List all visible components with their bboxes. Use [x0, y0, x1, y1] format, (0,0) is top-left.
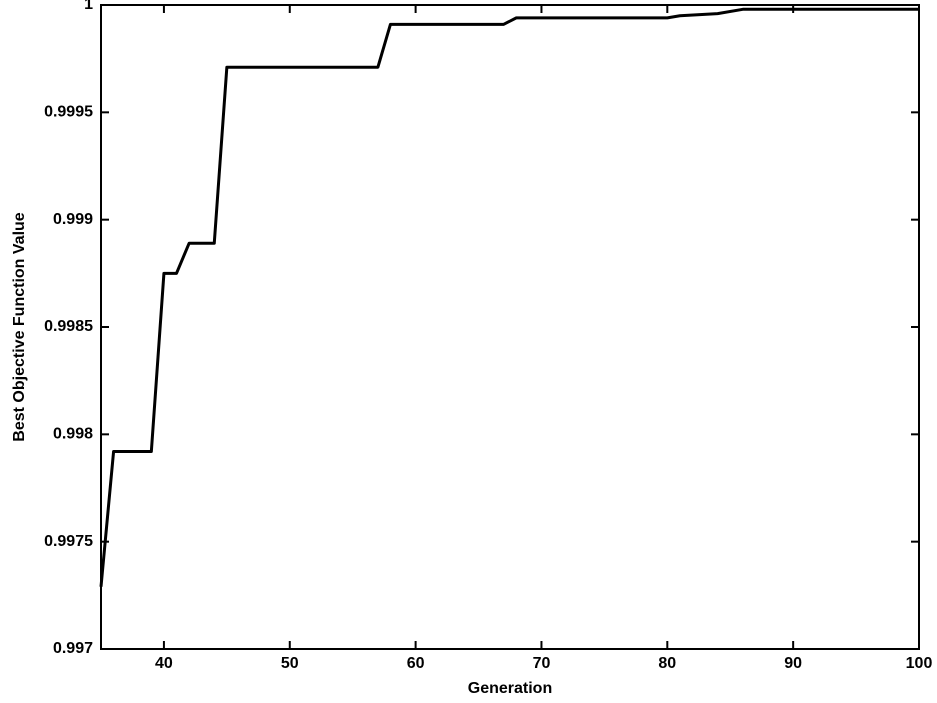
x-tick-label: 90 — [784, 655, 802, 672]
x-tick-label: 50 — [281, 655, 299, 672]
x-tick-label: 100 — [906, 655, 933, 672]
y-tick-label: 0.9975 — [44, 533, 93, 550]
y-tick-label: 0.9995 — [44, 104, 93, 121]
y-tick-label: 0.997 — [53, 640, 93, 657]
x-tick-label: 80 — [658, 655, 676, 672]
y-tick-label: 0.999 — [53, 211, 93, 228]
y-axis-label: Best Objective Function Value — [11, 212, 28, 441]
y-tick-label: 0.9985 — [44, 318, 93, 335]
x-tick-label: 40 — [155, 655, 173, 672]
x-tick-label: 60 — [407, 655, 425, 672]
data-line — [99, 7, 919, 587]
y-tick-label: 1 — [84, 0, 93, 13]
x-tick-label: 70 — [533, 655, 551, 672]
y-tick-label: 0.998 — [53, 426, 93, 443]
x-axis-label: Generation — [468, 680, 552, 697]
